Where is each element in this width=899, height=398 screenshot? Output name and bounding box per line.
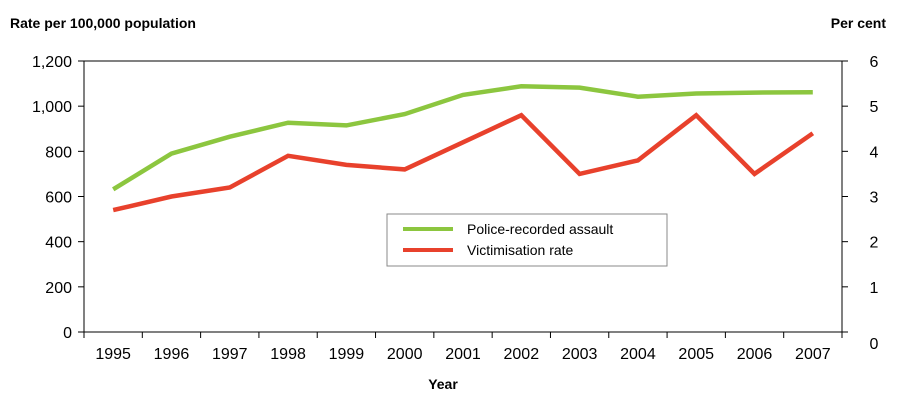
plot-frame [83,60,843,333]
right-tick-label: 0 [870,336,879,353]
legend: Police-recorded assault Victimisation ra… [386,213,668,267]
x-tick-label: 2000 [387,346,423,363]
left-axis-title: Rate per 100,000 population [10,15,196,31]
x-tick-label: 2003 [562,346,598,363]
right-tick-label: 3 [870,190,879,207]
series-layer [112,84,815,213]
right-axis-title: Per cent [831,15,887,31]
legend-label-police-recorded-assault: Police-recorded assault [467,221,613,237]
x-tick-label: 2004 [620,346,656,363]
x-tick-label: 2001 [445,346,481,363]
x-axis-title: Year [428,376,458,392]
left-tick-label: 200 [45,280,72,297]
x-tick-label: 2005 [678,346,714,363]
right-axis: 0 1 2 3 4 5 6 [842,54,879,353]
x-tick-label: 1995 [95,346,131,363]
left-tick-label: 0 [63,325,72,342]
x-tick-label: 1996 [154,346,190,363]
left-axis: 0 200 400 600 800 1,000 1,200 [32,54,84,342]
left-tick-label: 800 [45,144,72,161]
left-tick-label: 1,000 [32,99,72,116]
left-tick-label: 1,200 [32,54,72,71]
x-tick-label: 1999 [329,346,365,363]
left-tick-label: 600 [45,190,72,207]
x-tick-label: 2002 [504,346,540,363]
left-tick-label: 400 [45,235,72,252]
right-tick-label: 1 [870,280,879,297]
x-axis: 1995 1996 1997 1998 1999 2000 2001 2002 2003 2004… [83,332,843,363]
x-tick-label: 2007 [795,346,831,363]
right-tick-label: 5 [870,99,879,116]
x-tick-label: 1997 [212,346,248,363]
right-tick-label: 6 [870,54,879,71]
right-tick-label: 4 [870,144,879,161]
series-line-victimisation-rate [112,112,815,213]
legend-label-victimisation-rate: Victimisation rate [467,242,574,258]
legend-box [386,213,668,267]
series-line-police-recorded-assault [112,84,813,192]
x-tick-label: 2006 [737,346,773,363]
right-tick-label: 2 [870,235,879,252]
x-tick-label: 1998 [270,346,306,363]
